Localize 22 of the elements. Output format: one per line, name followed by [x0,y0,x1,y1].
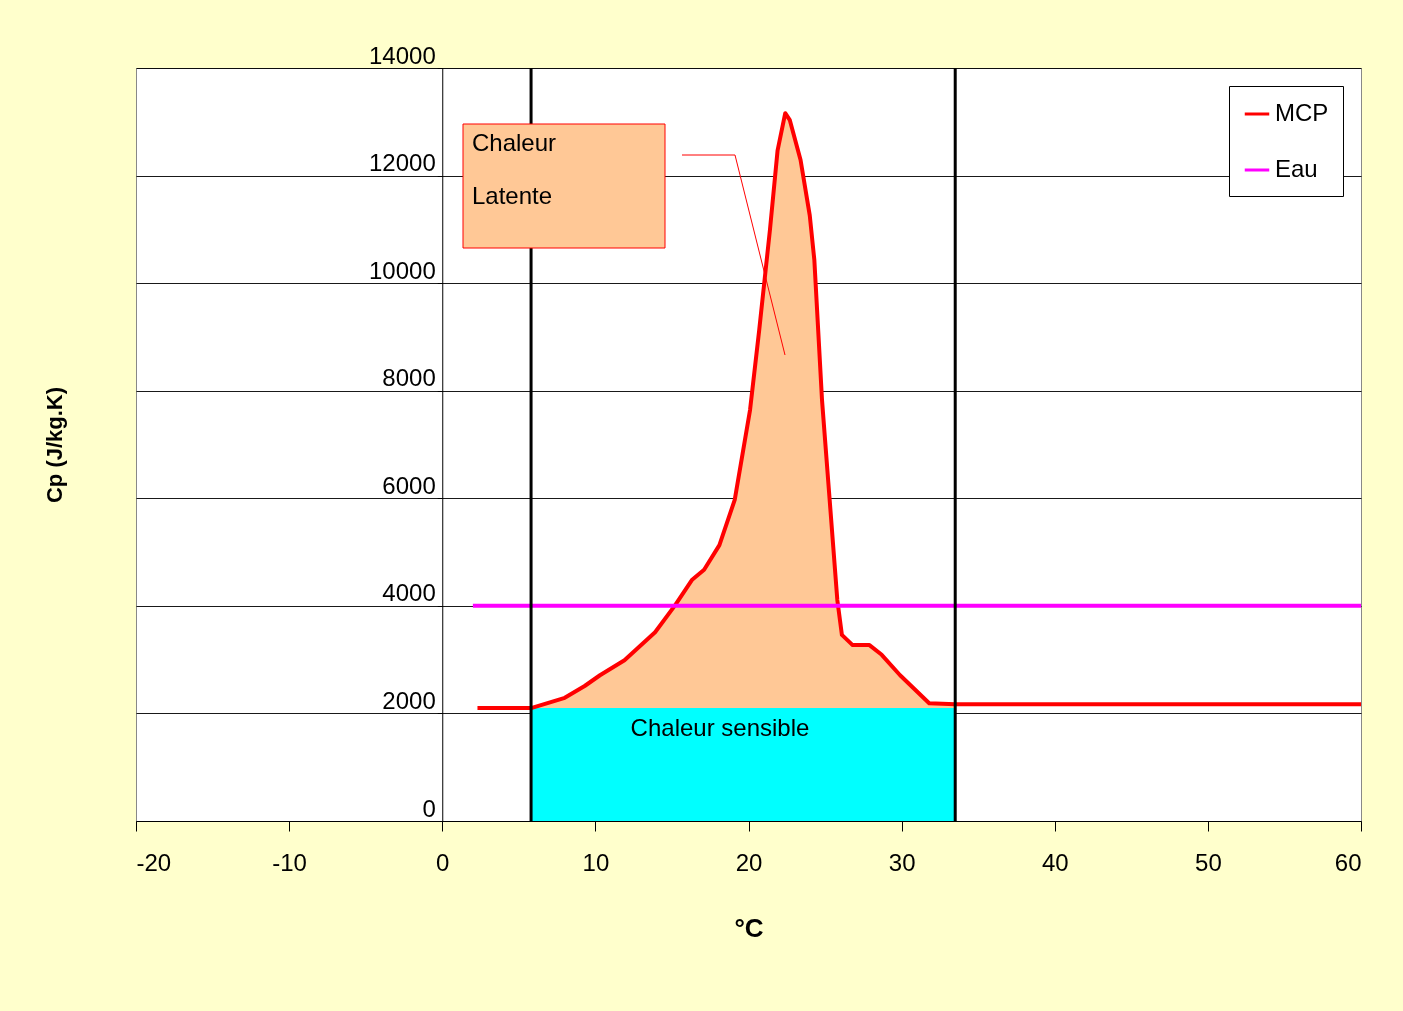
y-tick-label: 4000 [382,579,436,607]
x-tick-label: 60 [1334,848,1362,876]
y-tick-label: 6000 [382,471,436,499]
legend-label: Eau [1275,155,1318,182]
x-tick-label: 30 [888,848,916,876]
y-tick-label: 0 [422,794,436,822]
y-tick-label: 10000 [369,256,436,284]
x-tick-label: 20 [735,848,763,876]
x-tick-label: 10 [582,848,610,876]
x-tick-label: -20 [136,848,172,876]
x-tick-label: 40 [1041,848,1069,876]
annotation: Chaleur sensible [630,714,810,741]
x-tick-label: -10 [272,848,307,876]
y-tick-label: 8000 [382,364,436,392]
y-tick-label: 14000 [369,41,436,69]
y-tick-label: 12000 [369,149,436,177]
y-axis-title: Cp (J/kg.K) [41,386,67,504]
x-axis-title: °C [734,912,764,943]
x-tick-label: 50 [1195,848,1222,876]
y-tick-label: 2000 [382,686,436,714]
legend-label: MCP [1275,99,1329,126]
annotation: Chaleur Latente [472,129,557,209]
